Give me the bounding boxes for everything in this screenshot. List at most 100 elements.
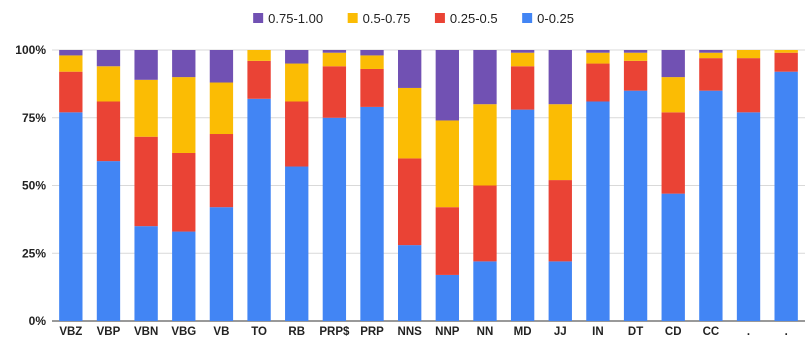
bar-segment-0.75-1.00 — [586, 50, 610, 53]
bar-group-9 — [398, 50, 422, 321]
x-tick-label: . — [747, 326, 750, 338]
bar-segment-0.25-0.5 — [623, 60, 648, 91]
y-tick-label: 100% — [15, 43, 46, 57]
bar-group-7 — [322, 50, 347, 321]
y-tick-label: 25% — [22, 246, 46, 260]
bar-segment-0-0.25 — [360, 106, 384, 321]
bar-segment-0-0.25 — [473, 261, 497, 321]
bar-segment-0.5-0.75 — [172, 77, 196, 153]
bar-segment-0-0.25 — [134, 226, 158, 321]
legend-swatch — [522, 13, 533, 23]
x-tick-label: TO — [251, 326, 267, 338]
bar-group-8 — [360, 50, 384, 321]
bar-segment-0.25-0.5 — [322, 66, 347, 118]
x-tick-label: MD — [514, 326, 532, 338]
bar-segment-0.75-1.00 — [623, 50, 648, 53]
bar-segment-0-0.25 — [774, 71, 798, 322]
bar-group-11 — [473, 50, 497, 321]
bar-segment-0.75-1.00 — [699, 50, 723, 53]
bar-segment-0.5-0.75 — [623, 52, 648, 61]
bar-segment-0.25-0.5 — [510, 66, 535, 110]
bar-segment-0.75-1.00 — [134, 50, 158, 80]
bar-segment-0.75-1.00 — [398, 50, 422, 88]
x-tick-label: VBN — [134, 326, 158, 338]
x-tick-label: NNS — [398, 326, 423, 338]
bar-segment-0.25-0.5 — [247, 60, 271, 99]
bar-group-15 — [623, 50, 648, 322]
x-tick-label: NN — [477, 326, 494, 338]
bar-segment-0.25-0.5 — [435, 207, 459, 275]
legend: 0.75-1.00 0.5-0.75 0.25-0.5 0-0.25 — [253, 11, 574, 26]
bar-segment-0.25-0.5 — [774, 52, 798, 72]
bar-segment-0.5-0.75 — [736, 50, 761, 59]
x-tick-label: NNP — [435, 326, 460, 338]
bar-segment-0.25-0.5 — [59, 71, 83, 113]
bar-segment-0-0.25 — [435, 274, 459, 321]
bar-segment-0.25-0.5 — [96, 101, 121, 162]
bar-segment-0.75-1.00 — [435, 50, 459, 121]
bar-segment-0.5-0.75 — [699, 52, 723, 59]
x-tick-label: VBG — [171, 326, 196, 338]
x-tick-label: PRP — [360, 326, 384, 338]
y-tick-label: 75% — [22, 111, 46, 125]
x-tick-label: VB — [213, 326, 229, 338]
bar-segment-0.5-0.75 — [360, 55, 384, 69]
legend-swatch — [253, 13, 264, 23]
bar-group-14 — [586, 50, 610, 322]
bar-segment-0.5-0.75 — [548, 104, 572, 181]
bar-group-2 — [134, 50, 158, 321]
bar-segment-0.25-0.5 — [548, 180, 572, 262]
y-tick-label: 50% — [22, 179, 46, 193]
bar-group-12 — [510, 50, 535, 322]
x-tick-label: IN — [592, 326, 604, 338]
bar-segment-0.5-0.75 — [510, 52, 535, 67]
bar-segment-0.25-0.5 — [285, 101, 309, 167]
bar-segment-0.5-0.75 — [209, 82, 234, 135]
y-axis: 0% 25% 50% 75% 100% — [15, 43, 46, 328]
bar-segment-0.5-0.75 — [247, 50, 271, 61]
bar-segment-0-0.25 — [96, 161, 121, 321]
bar-segment-0.75-1.00 — [285, 50, 309, 64]
bar-segment-0-0.25 — [322, 117, 347, 321]
bar-segment-0.75-1.00 — [59, 50, 83, 56]
bar-segment-0.5-0.75 — [473, 104, 497, 186]
bar-segment-0-0.25 — [586, 101, 610, 322]
bars — [59, 50, 798, 322]
bar-segment-0.5-0.75 — [59, 55, 83, 72]
legend-item-0.25-0.5: 0.25-0.5 — [434, 11, 498, 26]
bar-segment-0-0.25 — [548, 261, 572, 321]
bar-group-4 — [209, 50, 234, 321]
bar-segment-0.25-0.5 — [473, 185, 497, 262]
gridlines — [52, 49, 805, 322]
bar-segment-0.5-0.75 — [435, 120, 459, 208]
bar-segment-0.75-1.00 — [473, 50, 497, 105]
bar-segment-0-0.25 — [398, 245, 422, 321]
x-tick-label: RB — [288, 326, 305, 338]
bar-segment-0.5-0.75 — [586, 52, 610, 64]
legend-item-0.75-1.00: 0.75-1.00 — [253, 11, 323, 26]
y-tick-label: 0% — [29, 314, 47, 328]
bar-segment-0.5-0.75 — [285, 63, 309, 102]
bar-segment-0.75-1.00 — [209, 50, 234, 83]
bar-segment-0.25-0.5 — [360, 68, 384, 107]
bar-segment-0-0.25 — [699, 90, 723, 322]
bar-segment-0.25-0.5 — [586, 63, 610, 102]
bar-segment-0-0.25 — [623, 90, 648, 322]
bar-segment-0.25-0.5 — [661, 112, 685, 194]
x-tick-label: CD — [665, 326, 682, 338]
bar-segment-0.5-0.75 — [774, 50, 798, 53]
bar-segment-0.75-1.00 — [96, 50, 121, 67]
bar-segment-0.25-0.5 — [736, 58, 761, 113]
bar-group-1 — [96, 50, 121, 321]
bar-segment-0-0.25 — [736, 112, 761, 321]
bar-segment-0.75-1.00 — [360, 50, 384, 56]
bar-segment-0.5-0.75 — [96, 66, 121, 102]
bar-segment-0.5-0.75 — [134, 79, 158, 137]
bar-group-10 — [435, 50, 459, 321]
bar-segment-0.75-1.00 — [661, 50, 685, 78]
legend-item-0.5-0.75: 0.5-0.75 — [347, 11, 410, 26]
x-tick-label: PRP$ — [319, 326, 350, 338]
bar-segment-0.5-0.75 — [322, 52, 347, 67]
bar-segment-0.5-0.75 — [661, 77, 685, 113]
